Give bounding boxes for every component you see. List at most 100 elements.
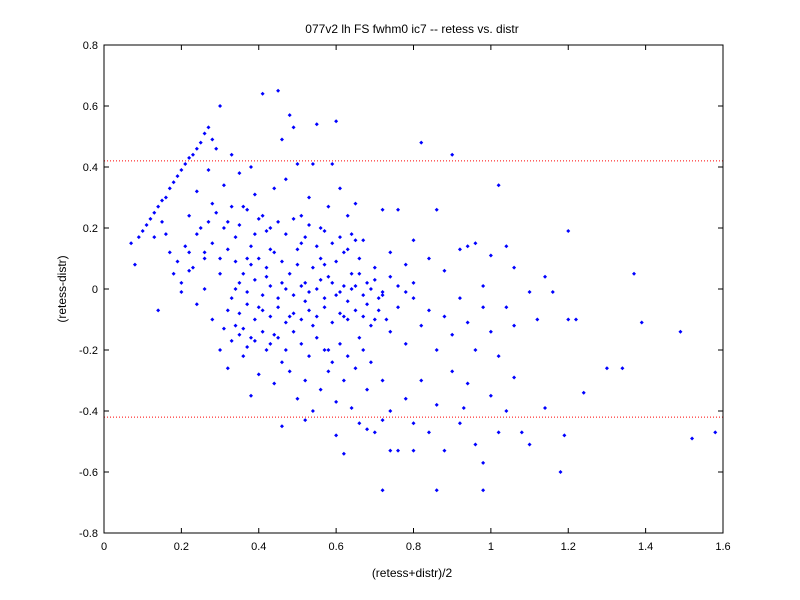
- data-point-72: [345, 213, 350, 218]
- data-point-140: [488, 329, 493, 334]
- y-tick-label: 0.2: [83, 223, 98, 235]
- data-point-25: [163, 232, 168, 237]
- data-point-283: [214, 210, 219, 215]
- data-point-135: [450, 332, 455, 337]
- data-point-234: [357, 256, 362, 261]
- data-point-304: [237, 332, 242, 337]
- data-point-238: [388, 274, 393, 279]
- data-point-90: [473, 241, 478, 246]
- data-point-248: [276, 296, 281, 301]
- data-point-255: [330, 280, 335, 285]
- data-point-225: [287, 271, 292, 276]
- data-point-181: [411, 421, 416, 426]
- data-point-100: [179, 290, 184, 295]
- data-point-320: [361, 348, 366, 352]
- y-tick-label: -0.8: [79, 528, 98, 540]
- data-point-269: [291, 311, 296, 316]
- data-point-193: [504, 409, 509, 413]
- data-point-67: [326, 204, 331, 209]
- data-point-186: [450, 369, 455, 374]
- data-point-145: [543, 405, 548, 410]
- data-point-176: [372, 430, 377, 435]
- data-point-277: [353, 308, 358, 313]
- data-point-86: [442, 268, 447, 273]
- data-point-301: [353, 238, 358, 243]
- data-point-243: [237, 280, 242, 285]
- data-point-159: [241, 354, 246, 359]
- data-point-170: [326, 369, 331, 374]
- data-point-252: [307, 290, 312, 295]
- data-point-63: [310, 161, 315, 166]
- data-point-2: [136, 235, 141, 240]
- data-point-220: [249, 244, 254, 249]
- data-point-244: [245, 290, 250, 295]
- data-point-8: [160, 198, 165, 203]
- data-point-30: [183, 244, 188, 249]
- data-point-73: [349, 232, 354, 237]
- data-point-205: [434, 488, 439, 493]
- data-point-5: [148, 216, 153, 221]
- data-point-116: [303, 299, 308, 304]
- data-point-139: [481, 305, 486, 310]
- data-point-183: [426, 430, 431, 435]
- data-point-46: [245, 256, 250, 261]
- data-point-216: [218, 256, 223, 261]
- data-point-48: [252, 192, 257, 197]
- data-point-175: [365, 387, 370, 392]
- data-point-158: [233, 323, 238, 328]
- data-point-54: [276, 88, 281, 93]
- data-point-157: [225, 366, 230, 371]
- x-tick-label: 0.6: [328, 541, 343, 553]
- data-point-222: [264, 265, 269, 270]
- data-point-192: [496, 430, 501, 435]
- data-point-130: [411, 296, 416, 301]
- data-point-303: [229, 338, 234, 343]
- data-point-251: [299, 283, 304, 288]
- data-point-50: [260, 91, 265, 96]
- data-point-146: [566, 317, 571, 322]
- data-points: [129, 88, 718, 493]
- data-point-247: [268, 283, 273, 288]
- data-point-6: [152, 210, 157, 215]
- data-point-302: [221, 326, 226, 331]
- data-point-242: [229, 296, 234, 301]
- data-point-230: [326, 274, 331, 279]
- data-point-241: [411, 280, 416, 285]
- data-point-94: [504, 244, 509, 249]
- data-point-160: [249, 335, 254, 340]
- data-point-155: [713, 430, 718, 435]
- y-axis-ticks: -0.8 -0.6 -0.4 -0.2 0 0.2 0.4 0.6 0.8: [79, 40, 723, 540]
- data-point-83: [419, 140, 424, 145]
- data-point-315: [322, 348, 327, 352]
- data-point-161: [256, 372, 261, 377]
- data-point-104: [210, 317, 215, 322]
- data-point-167: [303, 378, 308, 383]
- data-point-31: [187, 213, 192, 218]
- x-tick-label: 1.2: [561, 541, 576, 553]
- data-point-45: [241, 204, 246, 209]
- data-point-65: [318, 226, 323, 230]
- data-point-206: [380, 488, 385, 493]
- x-axis-label: (retess+distr)/2: [372, 566, 453, 580]
- data-point-250: [291, 293, 296, 298]
- data-point-43: [233, 235, 238, 240]
- data-point-55: [279, 137, 284, 142]
- data-point-291: [276, 219, 281, 224]
- data-point-295: [307, 222, 312, 227]
- data-point-187: [457, 421, 462, 426]
- x-tick-label: 0: [101, 541, 107, 553]
- data-point-271: [307, 308, 312, 313]
- data-point-265: [260, 308, 265, 313]
- data-point-37: [210, 201, 215, 206]
- data-point-316: [330, 360, 335, 365]
- data-point-58: [291, 125, 296, 130]
- data-point-133: [434, 348, 439, 352]
- data-point-264: [252, 317, 257, 322]
- data-point-310: [283, 348, 288, 352]
- data-point-274: [330, 320, 335, 325]
- data-point-14: [183, 161, 188, 166]
- data-point-22: [152, 235, 157, 240]
- data-point-286: [237, 222, 242, 227]
- data-point-15: [187, 155, 192, 160]
- data-point-260: [368, 287, 373, 291]
